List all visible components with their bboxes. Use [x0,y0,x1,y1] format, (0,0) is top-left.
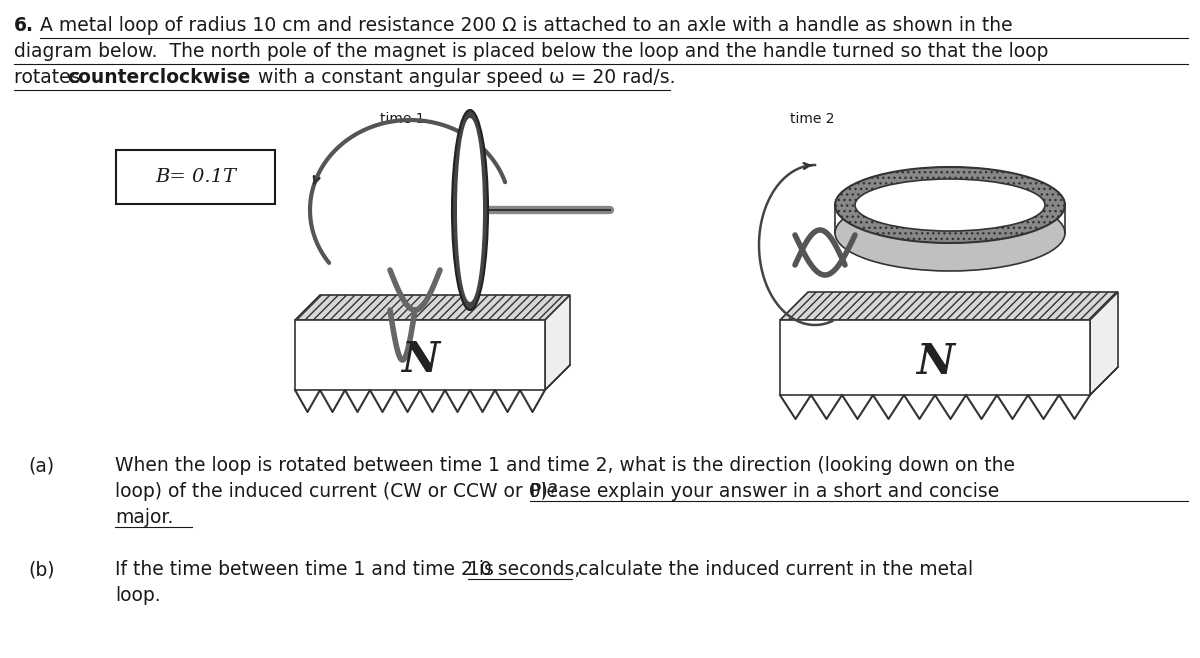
Polygon shape [780,320,1090,395]
Polygon shape [295,295,570,320]
Text: diagram below.  The north pole of the magnet is placed below the loop and the ha: diagram below. The north pole of the mag… [14,42,1049,61]
Ellipse shape [452,110,488,310]
FancyBboxPatch shape [116,150,275,204]
Polygon shape [780,292,1118,320]
Text: B= 0.1T: B= 0.1T [155,168,236,186]
Text: 6.: 6. [14,16,34,35]
Ellipse shape [835,167,1066,243]
Text: time 1: time 1 [380,112,425,126]
Text: major.: major. [115,508,173,527]
Text: rotates: rotates [14,68,86,87]
Text: time 2: time 2 [790,112,834,126]
Text: Please explain your answer in a short and concise: Please explain your answer in a short an… [530,482,1000,501]
Text: calculate the induced current in the metal: calculate the induced current in the met… [572,560,973,579]
Text: (b): (b) [28,560,54,579]
Text: N: N [401,339,439,381]
Ellipse shape [835,195,1066,271]
Text: When the loop is rotated between time 1 and time 2, what is the direction (looki: When the loop is rotated between time 1 … [115,456,1015,475]
Polygon shape [545,295,570,390]
Text: loop.: loop. [115,586,161,605]
Text: 10 seconds,: 10 seconds, [468,560,581,579]
Polygon shape [295,320,545,390]
Polygon shape [1090,292,1118,395]
Ellipse shape [854,179,1045,231]
Text: loop) of the induced current (CW or CCW or 0)?: loop) of the induced current (CW or CCW … [115,482,570,501]
Text: (a): (a) [28,456,54,475]
Ellipse shape [457,118,482,302]
Text: counterclockwise: counterclockwise [67,68,251,87]
Text: N: N [916,342,954,384]
Text: A metal loop of radius 10 cm and resistance 200 Ω is attached to an axle with a : A metal loop of radius 10 cm and resista… [40,16,1013,35]
Text: If the time between time 1 and time 2 is: If the time between time 1 and time 2 is [115,560,500,579]
Text: with a constant angular speed ω = 20 rad/s.: with a constant angular speed ω = 20 rad… [252,68,676,87]
